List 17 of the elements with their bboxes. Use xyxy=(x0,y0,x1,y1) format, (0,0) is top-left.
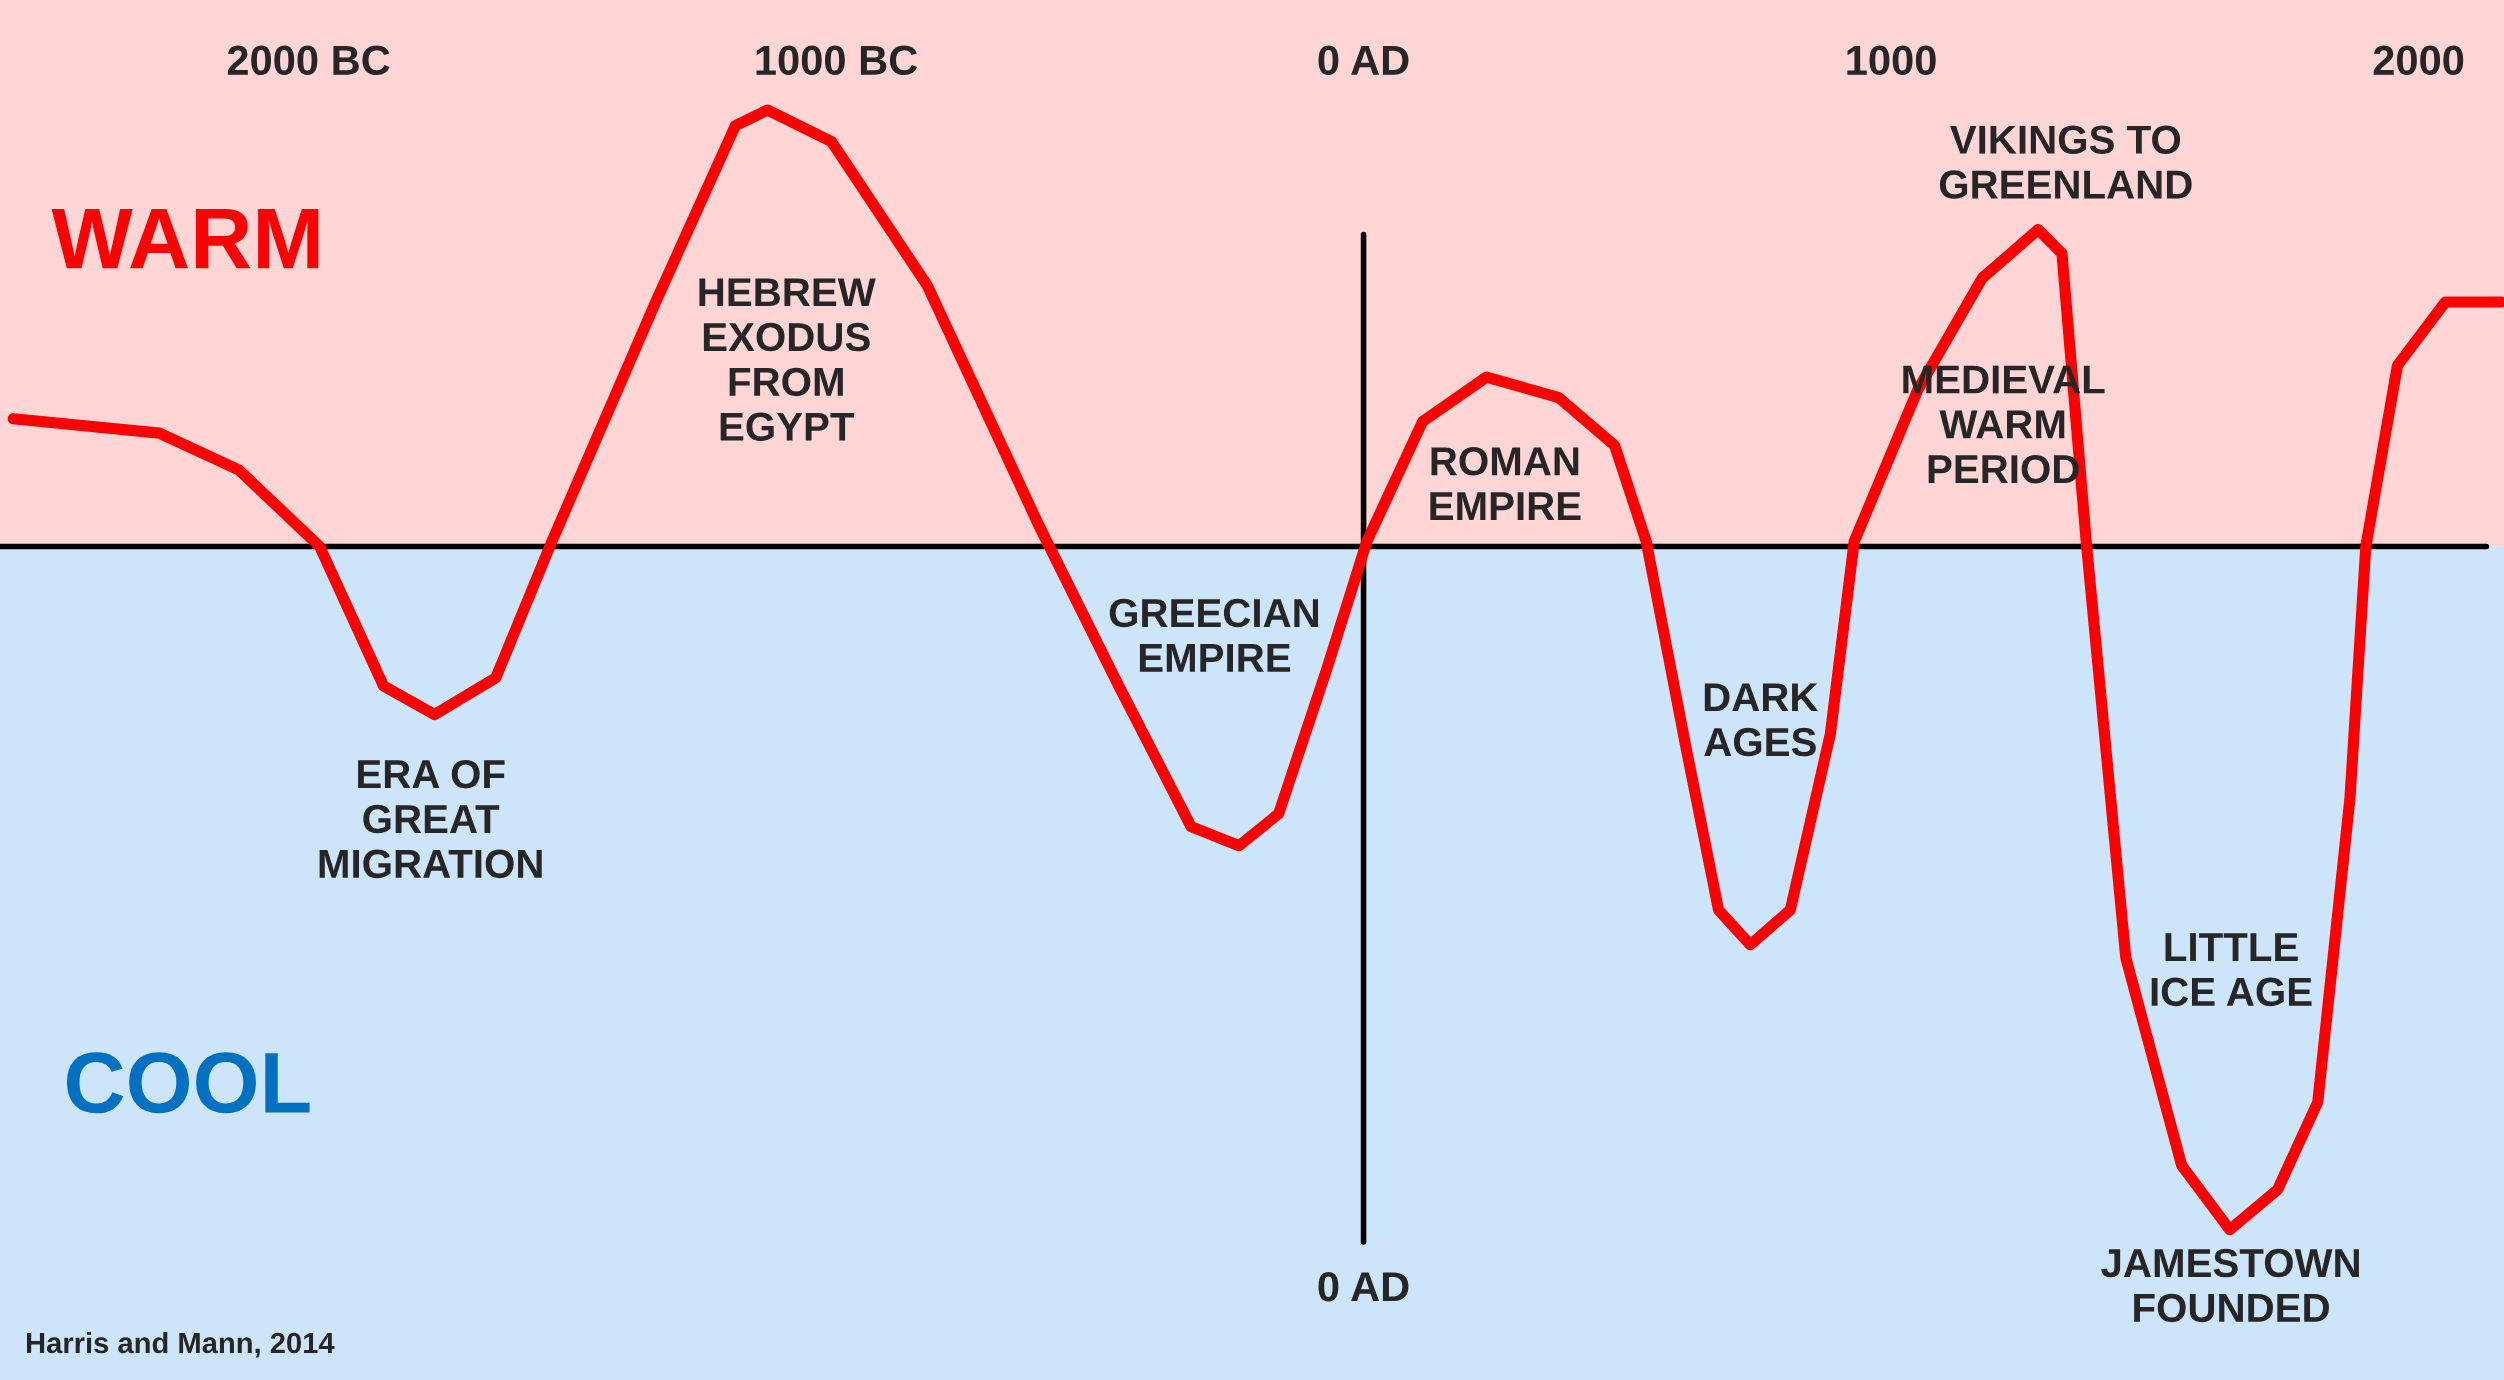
x-tick-label: 0 AD xyxy=(1318,45,1409,76)
x-tick-label: 1000 xyxy=(1847,45,1936,76)
x-tick-label: 2000 xyxy=(2373,45,2464,76)
annotation: ERA OF GREAT MIGRATION xyxy=(319,759,542,879)
annotation: ROMAN EMPIRE xyxy=(1430,447,1581,520)
text: JAMESTOWN FOUNDED xyxy=(2101,1248,2359,1323)
annotation: DARK AGES xyxy=(1704,683,1819,757)
text: Harris and Mann, 2014 xyxy=(26,1331,335,1358)
annotation: GREECIAN EMPIRE xyxy=(1109,598,1319,672)
band-label: COOL xyxy=(66,1052,310,1114)
annotation: LITTLE ICE AGE xyxy=(2151,933,2312,1007)
x-tick-label: 1000 BC xyxy=(756,45,918,76)
annotation: HEBREW EXODUS FROM EGYPT xyxy=(699,278,876,442)
ref-line-label: 0 AD xyxy=(1318,1271,1409,1302)
annotation: VIKINGS TO GREENLAND xyxy=(1939,125,2192,199)
band-label: WARM xyxy=(51,208,319,269)
x-tick-label: 2000 BC xyxy=(227,45,390,76)
